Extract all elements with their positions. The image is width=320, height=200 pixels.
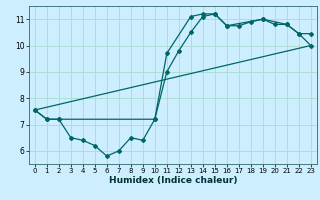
X-axis label: Humidex (Indice chaleur): Humidex (Indice chaleur) — [108, 176, 237, 185]
